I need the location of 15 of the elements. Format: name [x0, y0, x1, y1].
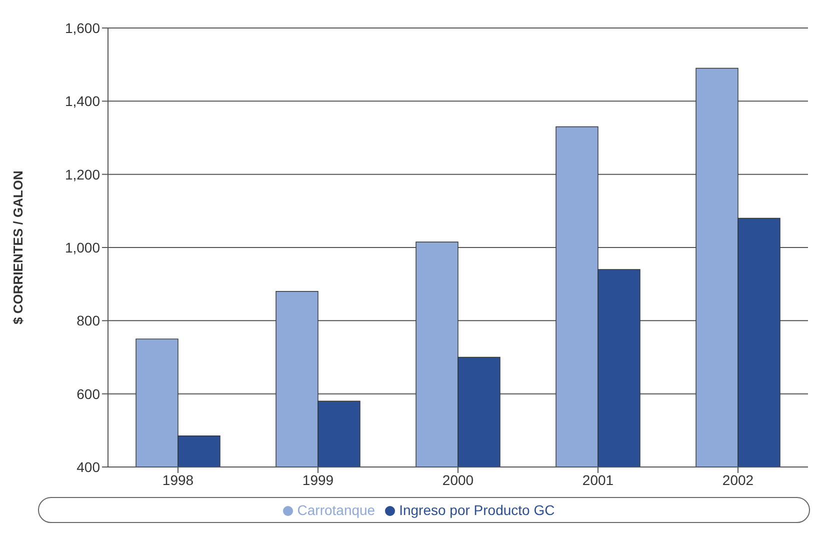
legend-label: Ingreso por Producto GC — [399, 502, 555, 518]
y-axis-title: $ CORRIENTES / GALON — [10, 170, 26, 324]
x-tick-label: 2002 — [722, 472, 754, 488]
y-tick-label: 800 — [76, 312, 100, 329]
y-tick-label: 1,600 — [64, 20, 100, 36]
x-tick-label: 2001 — [582, 472, 614, 488]
x-tick-label: 2000 — [442, 472, 474, 488]
y-tick-label: 1,400 — [64, 93, 100, 110]
y-tick-label: 1,000 — [64, 239, 100, 256]
x-tick-label: 1998 — [162, 472, 194, 488]
x-tick-label: 1999 — [302, 472, 334, 488]
y-tick-label: 1,200 — [64, 166, 100, 182]
y-tick-label: 400 — [76, 458, 100, 475]
y-tick-label: 600 — [76, 386, 100, 402]
legend-label: Carrotanque — [297, 502, 376, 518]
